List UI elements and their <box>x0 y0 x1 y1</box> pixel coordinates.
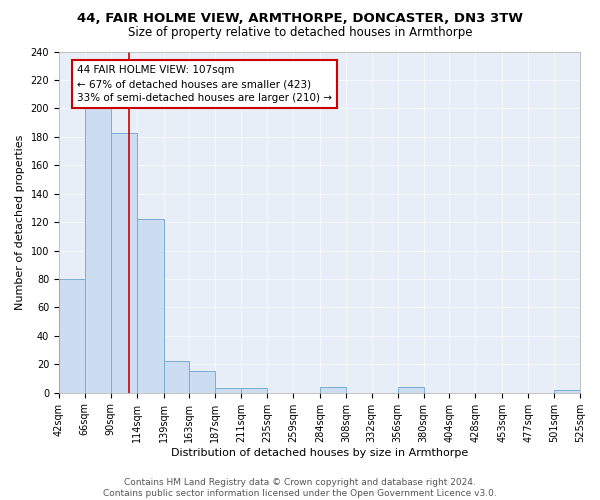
Y-axis label: Number of detached properties: Number of detached properties <box>15 134 25 310</box>
Text: Size of property relative to detached houses in Armthorpe: Size of property relative to detached ho… <box>128 26 472 39</box>
Bar <box>241 388 267 392</box>
Bar <box>59 279 85 392</box>
Bar <box>85 108 110 393</box>
Bar <box>190 372 215 392</box>
X-axis label: Distribution of detached houses by size in Armthorpe: Distribution of detached houses by size … <box>171 448 468 458</box>
Text: 44, FAIR HOLME VIEW, ARMTHORPE, DONCASTER, DN3 3TW: 44, FAIR HOLME VIEW, ARMTHORPE, DONCASTE… <box>77 12 523 26</box>
Bar <box>320 387 346 392</box>
Bar <box>137 220 164 392</box>
Bar <box>215 388 241 392</box>
Text: Contains HM Land Registry data © Crown copyright and database right 2024.
Contai: Contains HM Land Registry data © Crown c… <box>103 478 497 498</box>
Text: 44 FAIR HOLME VIEW: 107sqm
← 67% of detached houses are smaller (423)
33% of sem: 44 FAIR HOLME VIEW: 107sqm ← 67% of deta… <box>77 65 332 103</box>
Bar <box>398 387 424 392</box>
Bar <box>110 132 137 392</box>
Bar <box>554 390 580 392</box>
Bar <box>164 362 190 392</box>
